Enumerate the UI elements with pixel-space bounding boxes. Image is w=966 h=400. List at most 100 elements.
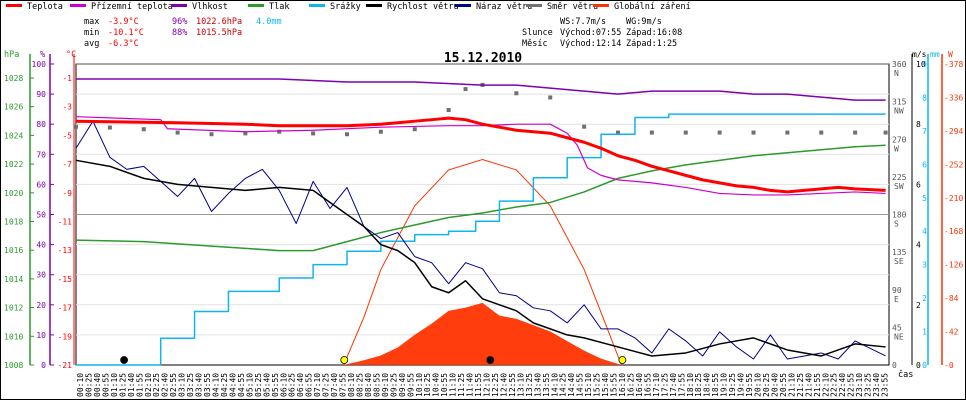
time-tick-label: 09:40	[398, 373, 407, 397]
time-tick-label: 00:10	[76, 373, 85, 397]
time-tick-label: 22:25	[830, 373, 839, 397]
series-smer-vetru-point	[717, 130, 722, 135]
radiation-tick-label: -42	[944, 328, 959, 337]
speed-axis-unit: m/s	[912, 50, 927, 59]
temperature-axis-unit: °C	[66, 50, 76, 60]
legend-label: Globální záření	[614, 2, 691, 12]
radiation-tick-label: -378	[944, 60, 963, 69]
time-tick-label: 02:40	[161, 373, 170, 397]
time-tick-label: 06:40	[296, 373, 305, 397]
series-smer-vetru-point	[141, 127, 146, 132]
time-tick-label: 02:10	[144, 373, 153, 397]
legend-label: Srážky	[330, 2, 361, 12]
radiation-tick-label: -168	[944, 227, 963, 236]
time-tick-label: 20:10	[754, 373, 763, 397]
series-p-zemn-teplota	[75, 116, 886, 196]
direction-compass-label: NE	[894, 332, 904, 341]
radiation-tick-label: -336	[944, 93, 963, 102]
time-tick-label: 18:40	[703, 373, 712, 397]
time-tick-label: 23:55	[881, 373, 890, 397]
legend-swatch	[248, 4, 264, 7]
time-tick-label: 19:55	[745, 373, 754, 397]
moon-info-label: Měsíc	[522, 39, 548, 49]
time-tick-label: 14:55	[576, 373, 585, 397]
time-tick-label: 18:10	[686, 373, 695, 397]
temperature-tick-label: -7	[62, 160, 72, 169]
rain-tick-label: 8	[922, 93, 927, 102]
speed-tick-label: 2	[916, 301, 921, 310]
time-tick-label: 16:25	[626, 373, 635, 397]
series-smer-vetru-point	[649, 130, 654, 135]
temperature-tick-label: -21	[58, 361, 73, 370]
radiation-tick-label: -0	[944, 361, 954, 370]
direction-compass-label: NW	[894, 107, 904, 116]
time-tick-label: 11:40	[466, 373, 475, 397]
temperature-tick-label: -13	[58, 246, 73, 255]
stats-humidity: 88%	[172, 28, 187, 38]
speed-tick-label: 8	[916, 120, 921, 129]
legend-label: Vlhkost	[192, 2, 228, 12]
time-tick-label: 09:10	[381, 373, 390, 397]
temperature-tick-label: -1	[62, 74, 72, 83]
wind-speed-info: WS:7.7m/s	[560, 17, 606, 27]
legend-swatch	[309, 4, 325, 7]
time-tick-label: 03:40	[195, 373, 204, 397]
speed-tick-label: 10	[916, 60, 926, 69]
legend-label: Směr větru	[547, 2, 598, 12]
sun-info-label: Slunce	[522, 28, 553, 38]
stats-block: max -3.9°C 96% 1022.6hPa 4.0mm min -10.1°C 88% 1…	[84, 17, 682, 49]
time-tick-label: 12:40	[499, 373, 508, 397]
temperature-tick-label: -3	[62, 103, 72, 112]
time-tick-label: 09:25	[389, 373, 398, 397]
radiation-tick-label: -210	[944, 194, 963, 203]
humidity-tick-label: 60	[36, 180, 46, 189]
time-tick-label: 19:25	[728, 373, 737, 397]
time-tick-label: 01:25	[118, 373, 127, 397]
radiation-tick-label: -294	[944, 127, 963, 136]
legend-label: Náraz větru	[476, 2, 532, 12]
time-tick-label: 21:25	[796, 373, 805, 397]
time-tick-label: 00:40	[93, 373, 102, 397]
pressure-tick-label: 1028	[4, 74, 23, 83]
time-tick-label: 12:25	[491, 373, 500, 397]
rain-tick-label: 5	[922, 194, 927, 203]
temperature-tick-label: -9	[62, 189, 72, 198]
time-tick-label: 13:10	[516, 373, 525, 397]
series-smer-vetru-point	[883, 130, 888, 135]
sunset-info: Západ:16:08	[626, 28, 682, 38]
time-tick-label: 08:55	[372, 373, 381, 397]
legend-swatch	[70, 4, 86, 7]
series-smer-vetru-point	[243, 131, 248, 136]
direction-tick-label: 90	[892, 286, 902, 295]
series-smer-vetru-point	[548, 95, 553, 100]
time-tick-label: 21:10	[787, 373, 796, 397]
time-tick-label: 10:55	[440, 373, 449, 397]
humidity-tick-label: 40	[36, 241, 46, 250]
stats-label: max	[84, 17, 99, 27]
time-tick-label: 11:10	[449, 373, 458, 397]
time-tick-label: 21:40	[804, 373, 813, 397]
series-tlak	[75, 144, 886, 252]
time-tick-label: 07:55	[339, 373, 348, 397]
time-tick-label: 17:25	[660, 373, 669, 397]
time-tick-label: 13:55	[542, 373, 551, 397]
time-tick-label: 17:10	[652, 373, 661, 397]
legend-swatch	[6, 4, 22, 7]
rain-tick-label: 0	[922, 361, 927, 370]
rain-tick-label: 7	[922, 127, 927, 136]
legend: Teplota Přízemní teplota Vlhkost Tlak Srážky…	[6, 2, 691, 12]
series-smer-vetru-point	[209, 132, 214, 137]
series-globalni-zareni-teoreticke	[343, 159, 622, 366]
time-tick-label: 05:40	[262, 373, 271, 397]
radiation-tick-label: -252	[944, 160, 963, 169]
time-tick-label: 06:55	[305, 373, 314, 397]
series-smer-vetru-point	[683, 130, 688, 135]
wind-gust-info: WG:9m/s	[626, 17, 662, 27]
time-tick-label: 02:55	[169, 373, 178, 397]
series-layer	[74, 78, 888, 366]
rain-tick-label: 9	[922, 60, 927, 69]
time-tick-label: 23:40	[872, 373, 881, 397]
marker-z-pad-slunce	[618, 356, 627, 364]
series-smer-vetru-point	[345, 132, 349, 137]
